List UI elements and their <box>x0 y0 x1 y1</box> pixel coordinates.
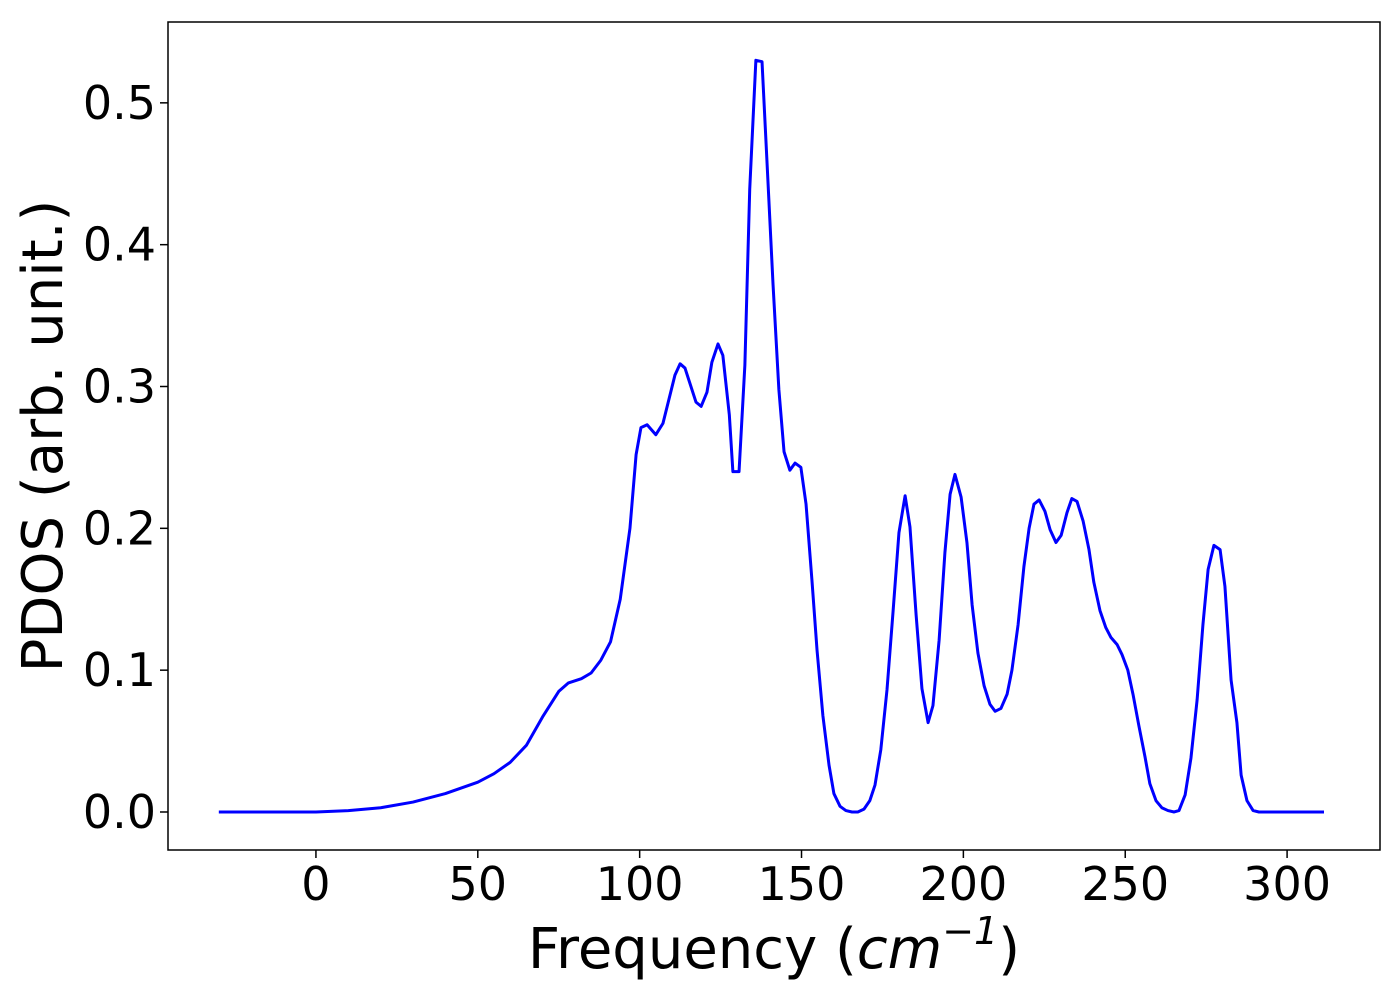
pdos-line <box>218 58 1324 814</box>
y-tick-label: 0.1 <box>83 643 156 697</box>
x-tick-label: 200 <box>919 857 1007 911</box>
x-tick-label: 100 <box>596 857 684 911</box>
x-tick-label: 50 <box>449 857 508 911</box>
y-tick-label: 0.5 <box>83 76 156 130</box>
y-tick-label: 0.3 <box>83 360 156 414</box>
x-label-unit: cm <box>857 917 942 982</box>
x-label-close: ) <box>998 917 1020 982</box>
y-tick-label: 0.0 <box>83 785 156 839</box>
plot-frame <box>167 21 1381 851</box>
x-tick-label: 0 <box>301 857 330 911</box>
x-label-exponent: −1 <box>942 909 998 953</box>
y-axis-label: PDOS (arb. unit.) <box>11 200 76 673</box>
x-tick-label: 300 <box>1243 857 1331 911</box>
y-tick-label: 0.2 <box>83 501 156 555</box>
y-tick-label: 0.4 <box>83 218 156 272</box>
x-tick-label: 250 <box>1081 857 1169 911</box>
x-tick-label: 150 <box>758 857 846 911</box>
x-label-text: Frequency ( <box>528 917 857 982</box>
x-axis-label: Frequency (cm−1) <box>528 909 1020 982</box>
